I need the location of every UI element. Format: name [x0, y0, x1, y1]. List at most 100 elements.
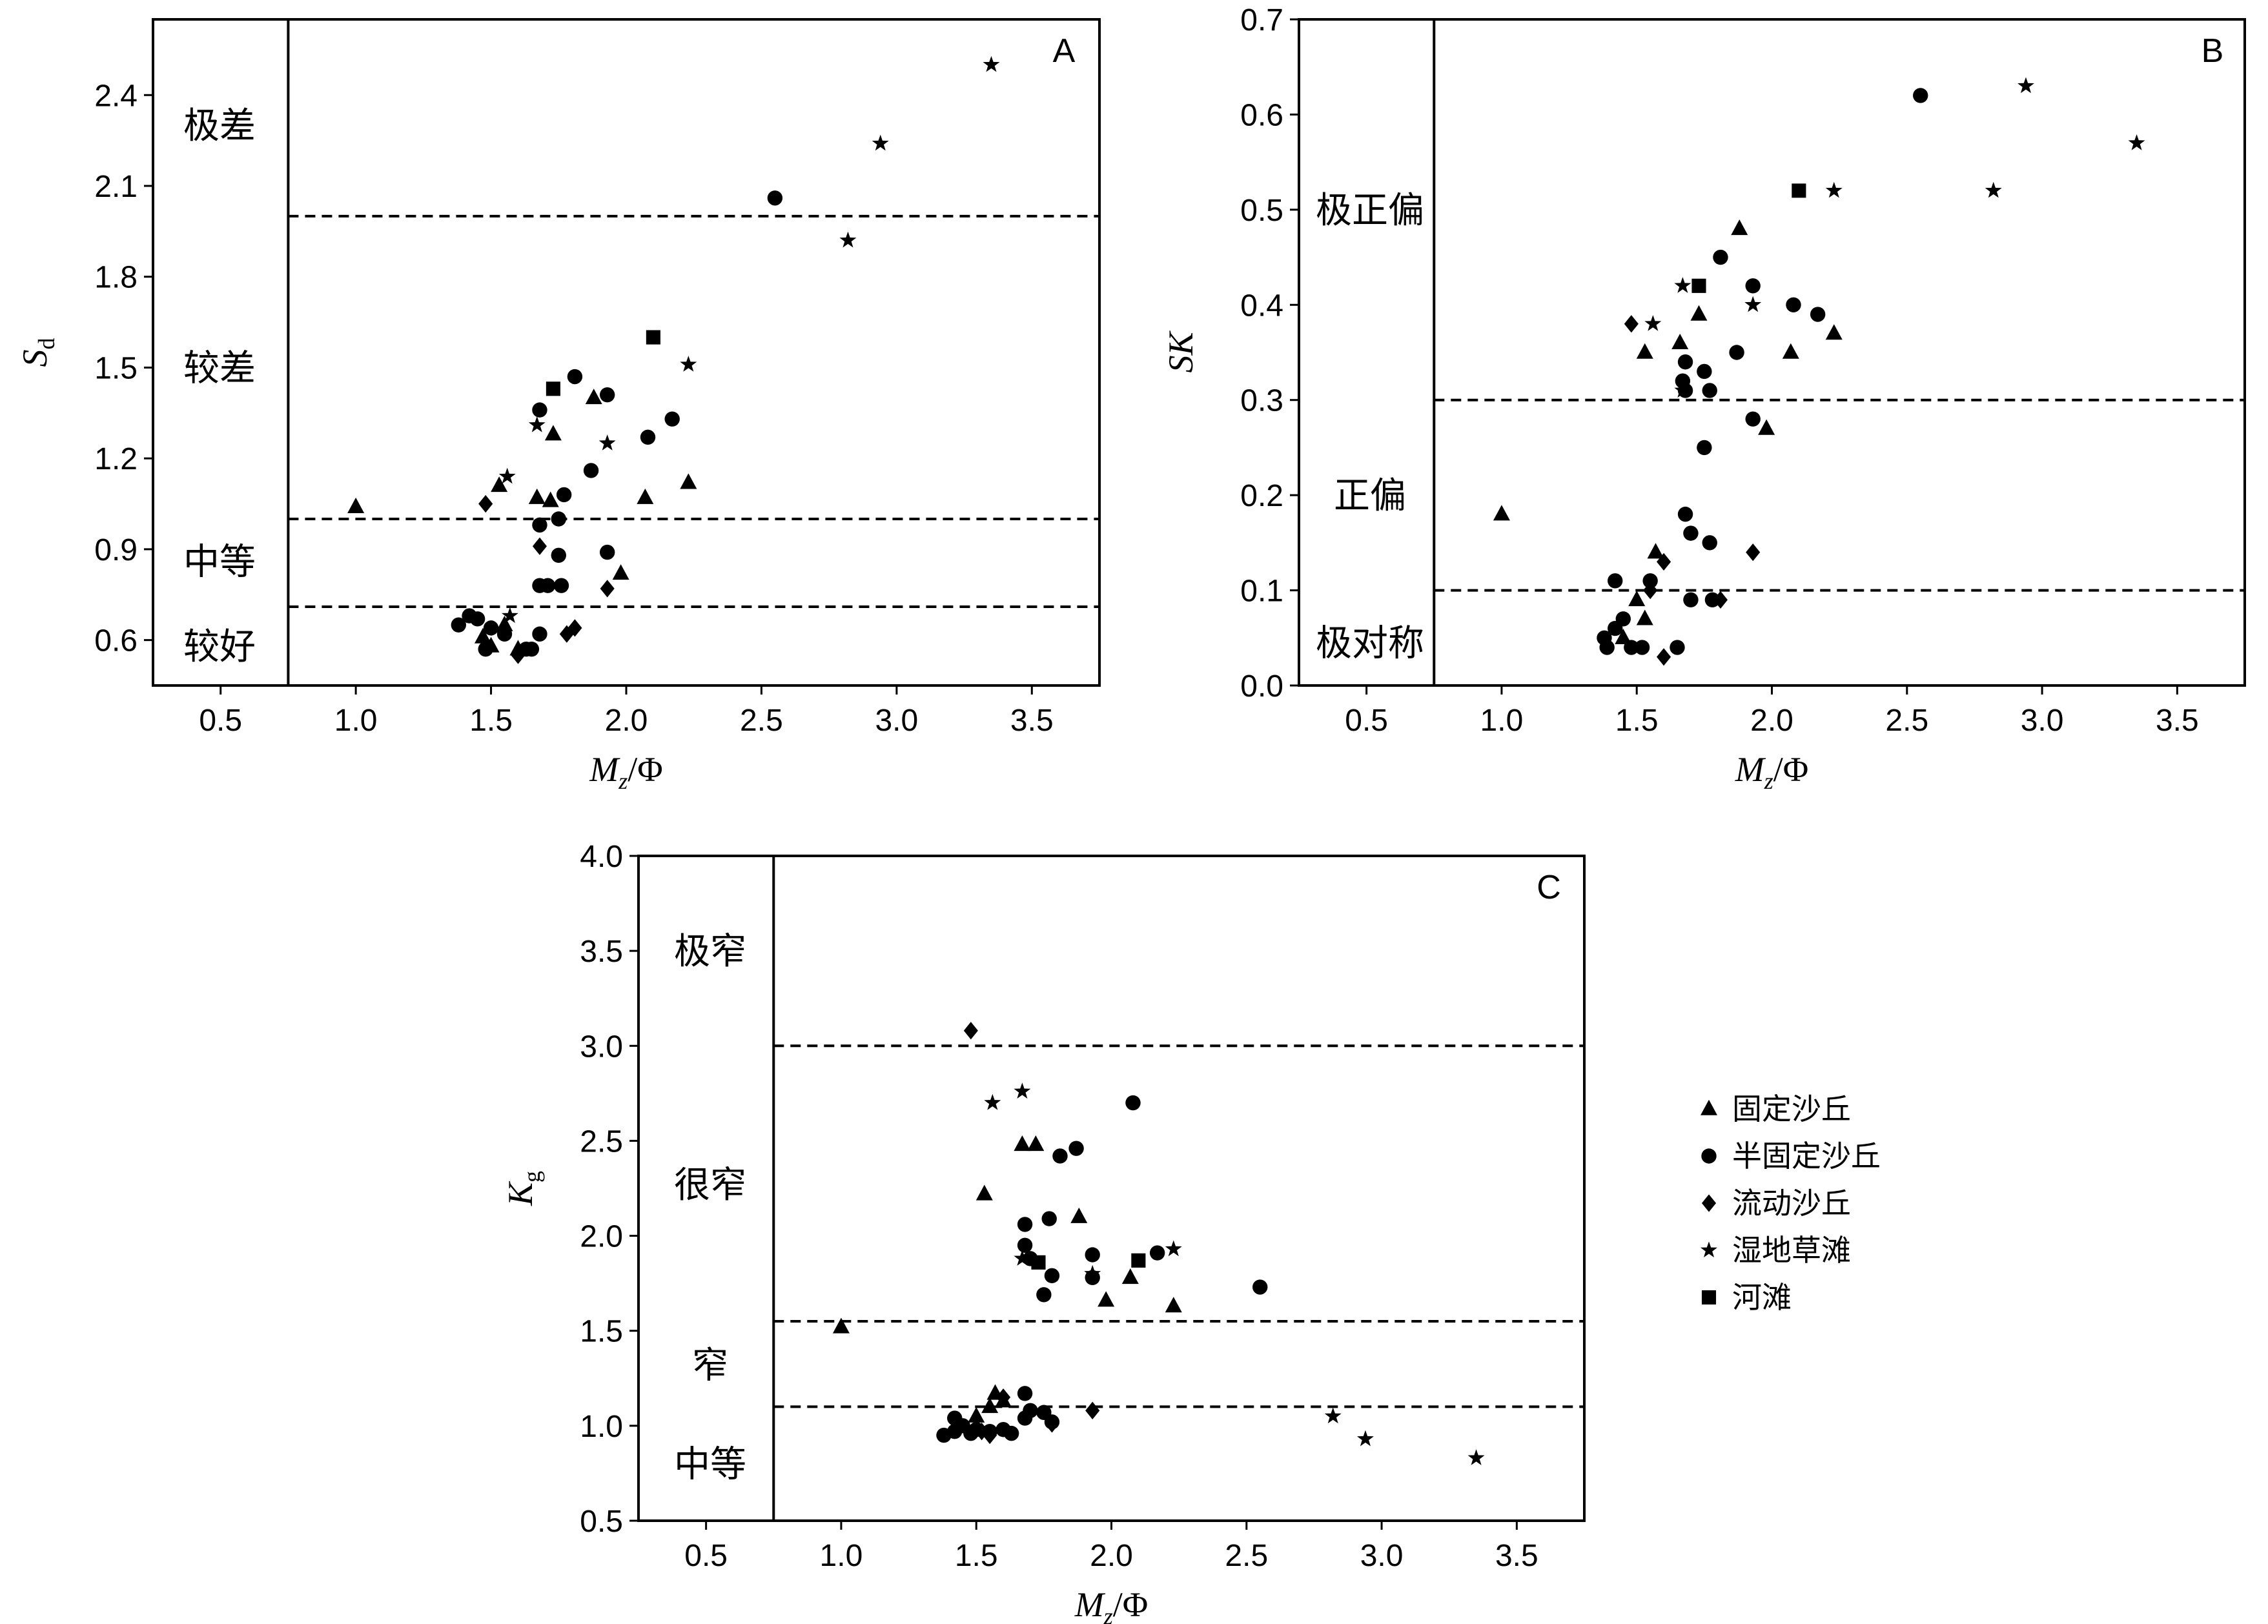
data-point: [1017, 1217, 1033, 1232]
data-point: [1098, 1291, 1115, 1307]
plot-frame: [637, 855, 1586, 1522]
data-point: [1252, 1279, 1268, 1295]
data-point: [1657, 553, 1671, 571]
data-point: [546, 381, 560, 396]
data-point: [478, 494, 493, 513]
x-tick-label: 2.0: [1750, 704, 1793, 738]
data-point: [1615, 611, 1631, 627]
series-circle: [936, 1095, 1268, 1443]
x-tick-label: 3.0: [875, 704, 918, 738]
data-point: [1713, 249, 1728, 265]
data-point: [347, 497, 365, 513]
data-point: [1674, 277, 1691, 293]
data-point: [1493, 505, 1510, 521]
data-point: [491, 476, 508, 492]
data-point: [1068, 1141, 1084, 1156]
data-point: [532, 402, 547, 418]
data-point: [612, 564, 629, 580]
data-point: [1125, 1095, 1141, 1111]
y-tick-label: 4.0: [580, 840, 623, 874]
series-triangle: [832, 1135, 1182, 1423]
y-tick-label: 0.2: [1240, 479, 1283, 513]
data-point: [1070, 1207, 1088, 1223]
series-triangle: [347, 389, 697, 656]
data-point: [2128, 134, 2145, 150]
data-point: [680, 356, 697, 372]
series-triangle: [1493, 219, 1843, 645]
data-point: [839, 231, 857, 248]
data-point: [1677, 354, 1693, 370]
y-tick-label: 1.0: [580, 1410, 623, 1444]
x-tick-label: 2.0: [1090, 1539, 1133, 1573]
series-circle: [1597, 88, 1928, 655]
panel-letter: C: [1537, 869, 1561, 906]
data-point: [947, 1410, 963, 1426]
data-point: [1697, 440, 1712, 456]
data-point: [1023, 1403, 1038, 1419]
zone-label: 较差: [183, 347, 256, 389]
data-point: [1782, 343, 1799, 359]
panel-letter: B: [2202, 32, 2224, 70]
data-point: [553, 578, 569, 593]
zone-label: 中等: [183, 542, 256, 584]
data-point: [1671, 333, 1689, 350]
x-tick-label: 3.5: [1495, 1539, 1538, 1573]
data-point: [1745, 411, 1761, 427]
data-point: [496, 626, 513, 642]
x-tick-label: 0.5: [1345, 704, 1388, 738]
data-point: [1628, 591, 1646, 607]
x-tick-label: 3.5: [2156, 704, 2199, 738]
zone-label: 极正偏: [1316, 190, 1424, 232]
data-point: [983, 1426, 997, 1445]
series-diamond: [1624, 315, 1761, 666]
data-point: [968, 1406, 985, 1423]
data-point: [984, 1093, 1001, 1110]
zone-label: 较好: [183, 626, 256, 668]
data-point: [1615, 628, 1632, 645]
x-tick-label: 1.5: [469, 704, 513, 738]
zone-label: 正偏: [1334, 475, 1406, 517]
data-point: [1084, 1264, 1101, 1281]
data-point: [1014, 1135, 1031, 1152]
data-point: [1121, 1268, 1139, 1284]
data-point: [1624, 315, 1639, 333]
data-point: [1085, 1401, 1100, 1419]
data-point: [1704, 592, 1721, 608]
data-point: [640, 429, 656, 445]
data-point: [1636, 343, 1653, 359]
zone-label: 极窄: [674, 931, 746, 973]
data-point: [637, 488, 654, 504]
data-point: [976, 1184, 993, 1201]
data-point: [1729, 345, 1744, 360]
data-point: [528, 416, 546, 432]
series-circle: [451, 190, 783, 657]
data-point: [1149, 1245, 1165, 1261]
data-point: [1825, 181, 1843, 198]
x-axis-label: Mz/Φ: [589, 750, 662, 794]
data-point: [1758, 419, 1775, 435]
data-point: [544, 425, 562, 441]
x-axis-label: Mz/Φ: [1735, 750, 1808, 794]
series-diamond: [478, 494, 615, 664]
data-point: [1702, 535, 1717, 551]
data-point: [1690, 305, 1708, 321]
data-point: [1634, 640, 1650, 655]
data-point: [501, 607, 518, 624]
data-point: [1744, 296, 1762, 312]
y-tick-label: 2.0: [580, 1220, 623, 1254]
y-tick-label: 3.0: [580, 1030, 623, 1064]
x-tick-label: 0.5: [199, 704, 242, 738]
data-point: [1702, 383, 1717, 398]
data-point: [996, 1388, 1011, 1406]
data-point: [1165, 1297, 1182, 1313]
y-tick-label: 1.2: [94, 442, 138, 476]
plot-frame: [1298, 18, 2246, 687]
x-tick-label: 3.0: [2021, 704, 2064, 738]
x-tick-label: 1.0: [334, 704, 378, 738]
data-point: [1643, 581, 1658, 600]
data-point: [1014, 1082, 1031, 1099]
data-point: [963, 1022, 978, 1040]
data-point: [1642, 573, 1658, 589]
data-point: [599, 544, 615, 560]
